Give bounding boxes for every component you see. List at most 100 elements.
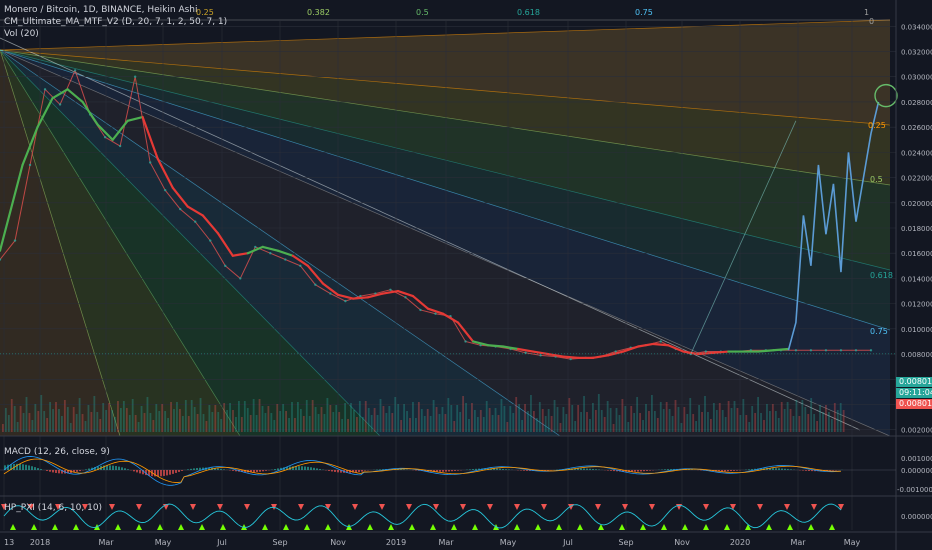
pxi-sell-marker (379, 504, 385, 510)
last-price-tag: 0.008014 (896, 377, 932, 387)
legend-ma[interactable]: CM_Ultimate_MA_MTF_V2 (D, 20, 7, 1, 2, 5… (4, 17, 231, 27)
fan-label-0-75: 0.75 (870, 327, 888, 336)
macd-histogram-bar (76, 470, 78, 472)
pxi-sell-marker (1, 504, 7, 510)
volume-bar (261, 406, 264, 432)
macd-histogram-bar (358, 470, 360, 473)
volume-bar (190, 400, 193, 432)
ma-segment (682, 350, 700, 356)
price-point (824, 349, 828, 352)
pxi-buy-marker (682, 524, 688, 530)
macd-histogram-bar (595, 469, 597, 470)
pxi-sell-marker (541, 504, 547, 510)
volume-bar (317, 414, 320, 432)
legend-symbol[interactable]: Monero / Bitcoin, 1D, BINANCE, Heikin As… (4, 5, 202, 15)
volume-bar (335, 405, 338, 432)
macd-histogram-bar (667, 469, 669, 470)
volume-bar (34, 404, 37, 432)
volume-bar (409, 418, 411, 432)
volume-bar (438, 414, 441, 432)
x-tick-label: Nov (674, 538, 690, 547)
volume-bar (314, 407, 317, 432)
fan-line (0, 19, 891, 51)
volume-bar (742, 399, 745, 432)
volume-bar (683, 407, 686, 432)
macd-histogram-bar (157, 470, 159, 477)
volume-bar (128, 415, 131, 432)
volume-bar (232, 410, 234, 432)
volume-bar (589, 419, 591, 432)
pxi-buy-marker (724, 524, 730, 530)
volume-bar (771, 404, 774, 432)
price-point (299, 264, 302, 268)
volume-bar (500, 399, 503, 432)
pxi-buy-marker (661, 524, 667, 530)
x-tick-label: Jul (216, 538, 227, 547)
volume-bar (2, 424, 4, 432)
ma-segment (486, 344, 505, 348)
macd-histogram-bar (808, 470, 810, 471)
macd-label[interactable]: MACD (12, 26, close, 9) (4, 447, 110, 457)
pxi-buy-marker (199, 524, 205, 530)
volume-bar (78, 398, 81, 432)
volume-bar (813, 414, 816, 432)
volume-bar (559, 423, 562, 432)
ma-segment (351, 296, 370, 300)
volume-bar (441, 407, 444, 432)
ma-segment (0, 163, 24, 252)
macd-histogram-bar (334, 470, 336, 472)
ma-segment (562, 355, 580, 359)
pxi-sell-marker (811, 504, 817, 510)
macd-histogram-bar (649, 470, 651, 471)
macd-histogram-bar (25, 464, 27, 470)
x-tick-label: Nov (330, 538, 346, 547)
ma-segment (201, 214, 219, 235)
legend-volume-text: Vol (20) (4, 29, 39, 39)
volume-bar (777, 418, 780, 432)
volume-bar (329, 405, 332, 432)
macd-histogram-bar (640, 470, 642, 472)
volume-bar (125, 408, 128, 432)
macd-histogram-bar (454, 470, 456, 471)
macd-histogram-bar (340, 470, 342, 473)
volume-bar (515, 397, 518, 432)
volume-bar (214, 405, 217, 432)
volume-bar (810, 398, 813, 432)
volume-bar (40, 395, 43, 432)
volume-bar (143, 413, 146, 432)
volume-bar (19, 406, 22, 432)
price-point (404, 296, 407, 299)
macd-histogram-bar (190, 468, 192, 470)
volume-bar (279, 411, 282, 432)
volume-bar (482, 417, 485, 432)
pxi-label[interactable]: HP_PXI (14, 6, 10, 10) (4, 503, 103, 513)
macd-histogram-bar (223, 469, 225, 470)
macd-histogram-bar (253, 470, 255, 473)
volume-bar (16, 422, 19, 432)
macd-histogram-bar (40, 469, 42, 470)
macd-histogram-bar (472, 469, 474, 470)
volume-bar (161, 404, 164, 432)
macd-histogram-bar (88, 468, 90, 470)
price-point (224, 264, 227, 268)
volume-bar (471, 403, 473, 432)
pxi-buy-marker (115, 524, 121, 530)
volume-bar (385, 413, 388, 432)
fan-line (0, 49, 891, 331)
macd-histogram-bar (145, 470, 147, 476)
macd-histogram-bar (448, 470, 450, 472)
volume-bar (612, 424, 615, 432)
macd-histogram-bar (4, 465, 6, 470)
volume-bar (541, 409, 544, 432)
volume-bar (46, 418, 49, 432)
macd-histogram-bar (820, 470, 822, 472)
pxi-buy-marker (10, 524, 16, 530)
macd-histogram-bar (814, 470, 816, 472)
volume-bar (698, 405, 700, 432)
volume-bar (184, 400, 187, 432)
price-point (269, 252, 272, 255)
volume-bar (707, 412, 709, 432)
legend-volume[interactable]: Vol (20) (4, 29, 43, 39)
volume-bar (553, 400, 556, 432)
price-point (659, 340, 662, 343)
